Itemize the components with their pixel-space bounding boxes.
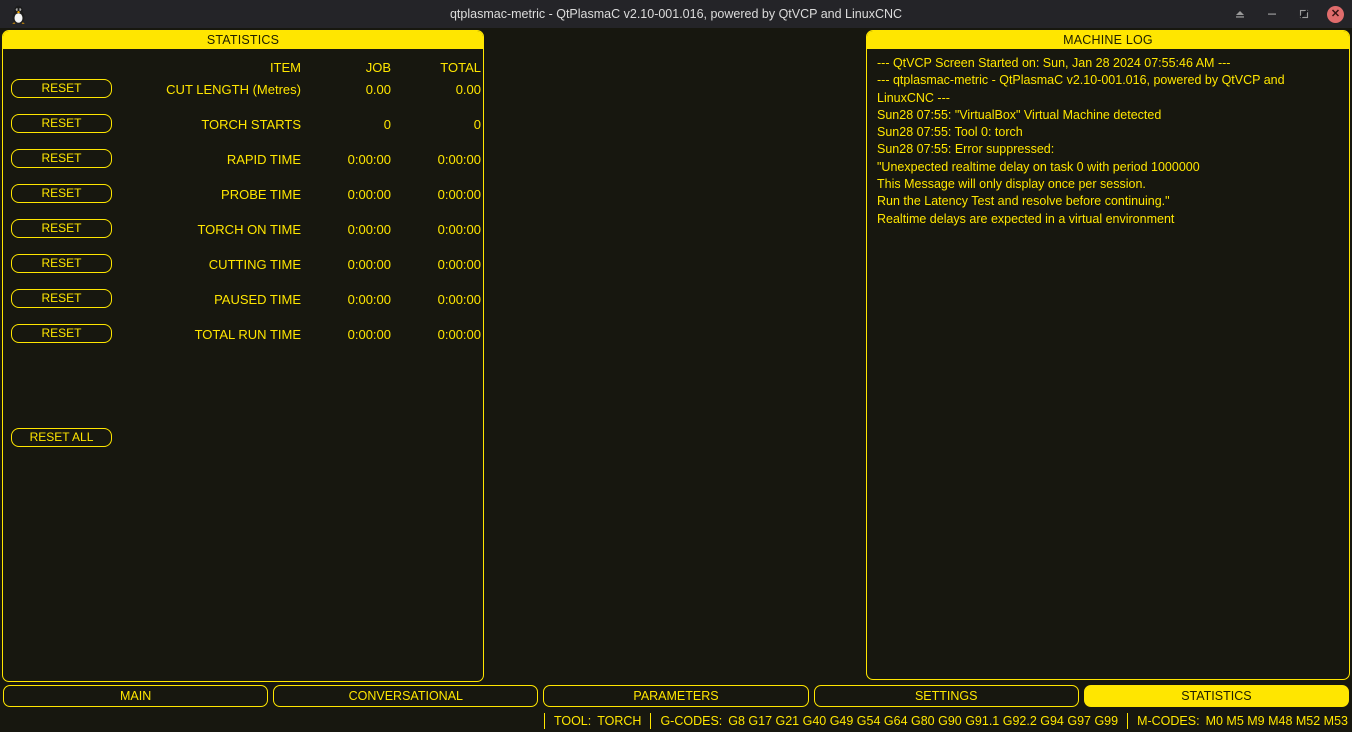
shade-icon[interactable] xyxy=(1231,5,1249,23)
reset-button-paused-time[interactable]: RESET xyxy=(11,289,112,308)
status-divider xyxy=(1127,712,1129,729)
status-divider xyxy=(543,712,545,729)
machine-log-panel-title: MACHINE LOG xyxy=(867,31,1349,49)
table-row: RESET CUT LENGTH (Metres) 0.00 0.00 xyxy=(3,79,483,114)
statistics-panel-title: STATISTICS xyxy=(3,31,483,49)
row-job: 0:00:00 xyxy=(347,152,391,167)
row-label: TOTAL RUN TIME xyxy=(194,327,301,342)
reset-button-total-run-time[interactable]: RESET xyxy=(11,324,112,343)
row-label: CUT LENGTH (Metres) xyxy=(166,82,301,97)
tab-main[interactable]: MAIN xyxy=(3,685,269,707)
tab-parameters[interactable]: PARAMETERS xyxy=(543,685,809,707)
column-header-item: ITEM xyxy=(269,60,301,75)
restore-icon[interactable] xyxy=(1295,5,1313,23)
mcodes-value: M0 M5 M9 M48 M52 M53 xyxy=(1205,713,1348,728)
tab-statistics[interactable]: STATISTICS xyxy=(1083,685,1350,707)
row-total: 0:00:00 xyxy=(437,257,481,272)
row-job: 0 xyxy=(383,117,391,132)
row-total: 0:00:00 xyxy=(437,292,481,307)
row-label: RAPID TIME xyxy=(226,152,301,167)
row-label: TORCH ON TIME xyxy=(197,222,301,237)
tool-label: TOOL: xyxy=(553,713,592,728)
row-label: PAUSED TIME xyxy=(214,292,301,307)
row-total: 0:00:00 xyxy=(437,222,481,237)
reset-button-torch-starts[interactable]: RESET xyxy=(11,114,112,133)
row-job: 0:00:00 xyxy=(347,257,391,272)
table-row: RESET RAPID TIME 0:00:00 0:00:00 xyxy=(3,149,483,184)
statistics-table: ITEM JOB TOTAL RESET CUT LENGTH (Metres)… xyxy=(3,57,483,447)
row-job: 0:00:00 xyxy=(347,327,391,342)
minimize-icon[interactable] xyxy=(1263,5,1281,23)
reset-button-cut-length[interactable]: RESET xyxy=(11,79,112,98)
row-total: 0:00:00 xyxy=(437,327,481,342)
reset-button-probe-time[interactable]: RESET xyxy=(11,184,112,203)
column-header-job: JOB xyxy=(365,60,391,75)
window-title: qtplasmac-metric - QtPlasmaC v2.10-001.0… xyxy=(449,7,903,21)
main-tab-bar: MAIN CONVERSATIONAL PARAMETERS SETTINGS … xyxy=(0,685,1352,707)
window-titlebar: qtplasmac-metric - QtPlasmaC v2.10-001.0… xyxy=(0,0,1352,28)
table-row: RESET TOTAL RUN TIME 0:00:00 0:00:00 xyxy=(3,324,483,359)
status-divider xyxy=(650,712,652,729)
reset-button-rapid-time[interactable]: RESET xyxy=(11,149,112,168)
machine-log-text[interactable]: --- QtVCP Screen Started on: Sun, Jan 28… xyxy=(877,56,1285,226)
tux-penguin-icon xyxy=(4,0,32,28)
app-body: STATISTICS ITEM JOB TOTAL RESET CUT LENG… xyxy=(0,28,1352,732)
row-total: 0:00:00 xyxy=(437,152,481,167)
statistics-panel: STATISTICS ITEM JOB TOTAL RESET CUT LENG… xyxy=(2,30,484,682)
tool-value: TORCH xyxy=(597,713,642,728)
row-label: PROBE TIME xyxy=(221,187,301,202)
row-total: 0.00 xyxy=(455,82,481,97)
row-total: 0:00:00 xyxy=(437,187,481,202)
row-job: 0:00:00 xyxy=(347,222,391,237)
row-total: 0 xyxy=(473,117,481,132)
machine-log-panel: MACHINE LOG --- QtVCP Screen Started on:… xyxy=(866,30,1350,680)
table-row: RESET TORCH ON TIME 0:00:00 0:00:00 xyxy=(3,219,483,254)
reset-button-cutting-time[interactable]: RESET xyxy=(11,254,112,273)
table-row: RESET TORCH STARTS 0 0 xyxy=(3,114,483,149)
row-job: 0:00:00 xyxy=(347,292,391,307)
gcodes-value: G8 G17 G21 G40 G49 G54 G64 G80 G90 G91.1… xyxy=(728,713,1119,728)
mcodes-label: M-CODES: xyxy=(1137,713,1200,728)
column-header-total: TOTAL xyxy=(440,60,481,75)
tab-conversational[interactable]: CONVERSATIONAL xyxy=(273,685,539,707)
tab-settings[interactable]: SETTINGS xyxy=(813,685,1079,707)
table-row: RESET PROBE TIME 0:00:00 0:00:00 xyxy=(3,184,483,219)
status-bar: TOOL: TORCH G-CODES: G8 G17 G21 G40 G49 … xyxy=(0,709,1352,732)
gcodes-label: G-CODES: xyxy=(660,713,723,728)
row-label: TORCH STARTS xyxy=(201,117,301,132)
row-label: CUTTING TIME xyxy=(208,257,301,272)
close-icon[interactable]: ✕ xyxy=(1327,5,1344,23)
reset-all-button[interactable]: RESET ALL xyxy=(11,428,112,447)
window-controls: ✕ xyxy=(1231,0,1344,28)
row-job: 0:00:00 xyxy=(347,187,391,202)
table-row: RESET PAUSED TIME 0:00:00 0:00:00 xyxy=(3,289,483,324)
statistics-table-header: ITEM JOB TOTAL xyxy=(3,57,483,79)
reset-button-torch-on-time[interactable]: RESET xyxy=(11,219,112,238)
row-job: 0.00 xyxy=(365,82,391,97)
table-row: RESET CUTTING TIME 0:00:00 0:00:00 xyxy=(3,254,483,289)
